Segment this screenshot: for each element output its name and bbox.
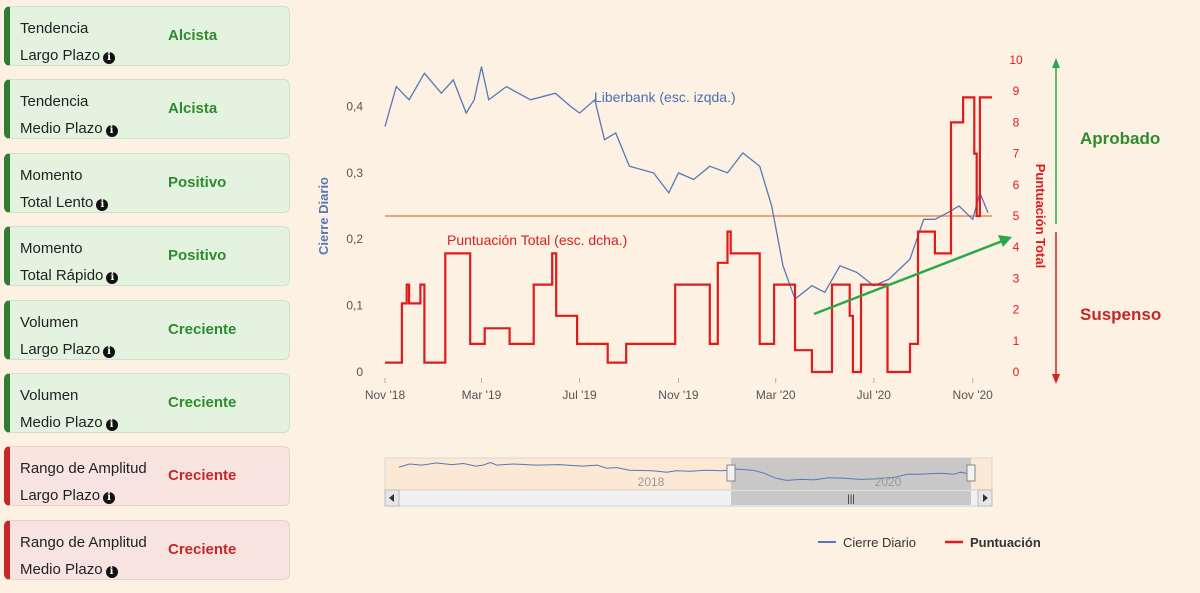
price-annotation: Liberbank (esc. izqda.) (594, 89, 736, 105)
x-tick-label: Mar '19 (462, 388, 502, 402)
failed-arrow-head (1052, 374, 1060, 384)
y-right-tick-label: 2 (1013, 303, 1020, 317)
indicator-label: Rango de Amplitud Medio Plazo i (20, 529, 170, 583)
indicator-label: Momento Total Lento i (20, 162, 170, 216)
indicator-label: Rango de Amplitud Largo Plazo i (20, 455, 170, 509)
approved-label: Aprobado (1080, 129, 1161, 148)
indicator-card: Volumen Medio Plazo i Creciente (4, 372, 290, 436)
score-annotation: Puntuación Total (esc. dcha.) (447, 232, 627, 248)
indicator-label-line1: Tendencia (20, 93, 89, 111)
indicator-label: Volumen Medio Plazo i (20, 382, 170, 436)
y-right-tick-label: 9 (1013, 84, 1020, 98)
legend-label-score: Puntuación (970, 535, 1041, 550)
indicator-value: Alcista (168, 27, 218, 44)
indicator-label: Volumen Largo Plazo i (20, 309, 170, 363)
indicator-label-line1: Volumen (20, 313, 79, 331)
indicator-value: Creciente (168, 320, 237, 338)
indicator-card: Momento Total Rápido i Positivo (4, 226, 290, 289)
y-right-tick-label: 1 (1013, 334, 1020, 348)
indicator-label-line2: Largo Plazo (20, 47, 101, 64)
indicator-label-line1: Tendencia (20, 20, 89, 37)
indicator-label: Tendencia Medio Plazo i (20, 88, 170, 142)
indicator-cards: Tendencia Largo Plazo i Alcista Tendencia Med… (4, 6, 290, 593)
legend-label-price: Cierre Diario (843, 535, 916, 550)
indicator-label-line1: Rango de Amplitud (20, 460, 147, 478)
y-left-axis-title: Cierre Diario (316, 177, 331, 255)
scroll-right-icon (983, 494, 988, 502)
failed-label: Suspenso (1080, 305, 1162, 324)
info-icon[interactable]: i (96, 198, 109, 211)
indicator-label-line2: Largo Plazo (20, 340, 101, 358)
indicator-label: Tendencia Largo Plazo i (20, 15, 170, 69)
navigator-label: 2018 (638, 475, 665, 489)
y-left-tick-label: 0 (356, 365, 363, 379)
y-right-tick-label: 8 (1013, 115, 1020, 129)
indicator-card: Volumen Largo Plazo i Creciente (4, 299, 290, 363)
y-right-axis-title: Puntuación Total (1033, 164, 1048, 268)
indicator-value: Alcista (168, 100, 218, 118)
y-right-tick-label: 7 (1013, 147, 1020, 161)
navigator-label: 2020 (875, 475, 902, 489)
indicator-card: Rango de Amplitud Largo Plazo i Creciente (4, 446, 290, 509)
y-right-tick-label: 6 (1013, 178, 1020, 192)
indicator-card: Momento Total Lento i Positivo (4, 152, 290, 216)
indicator-label-line1: Volumen (20, 386, 79, 404)
info-icon[interactable]: i (105, 125, 118, 138)
indicator-label: Momento Total Rápido i (20, 235, 170, 289)
y-right-tick-label: 10 (1009, 53, 1023, 67)
indicator-label-line1: Momento (20, 166, 83, 184)
y-left-tick-label: 0,4 (346, 99, 363, 113)
indicator-value: Creciente (168, 393, 237, 411)
indicator-label-line2: Total Lento (20, 193, 94, 211)
indicator-label-line2: Total Rápido (20, 267, 104, 285)
info-icon[interactable]: i (105, 565, 118, 578)
x-tick-label: Nov '18 (365, 388, 406, 402)
indicator-label-line2: Largo Plazo (20, 487, 101, 505)
navigator-handle[interactable] (966, 464, 976, 482)
indicator-value: Positivo (168, 247, 227, 265)
trend-arrow-head (998, 235, 1012, 247)
info-icon[interactable]: i (103, 492, 116, 505)
info-icon[interactable]: i (106, 272, 119, 285)
indicator-label-line1: Rango de Amplitud (20, 533, 147, 551)
indicator-label-line2: Medio Plazo (20, 413, 103, 431)
y-left-tick-label: 0,2 (346, 232, 363, 246)
series-line-0 (384, 66, 989, 301)
indicator-value: Creciente (168, 540, 237, 558)
navigator-handle[interactable] (726, 464, 736, 482)
trend-arrow (813, 238, 1006, 316)
approved-arrow-head (1052, 58, 1060, 68)
info-icon[interactable]: i (103, 345, 116, 358)
x-tick-label: Jul '20 (857, 388, 892, 402)
indicator-card: Rango de Amplitud Medio Plazo i Creciente (4, 519, 290, 583)
y-right-tick-label: 3 (1013, 271, 1020, 285)
scrollbar-thumb[interactable] (731, 491, 971, 505)
indicator-label-line1: Momento (20, 240, 83, 258)
indicator-card: Tendencia Medio Plazo i Alcista (4, 79, 290, 142)
indicator-card: Tendencia Largo Plazo i Alcista (4, 6, 290, 66)
indicator-value: Creciente (168, 467, 237, 485)
scrollbar-grip: ||| (847, 494, 855, 505)
y-left-tick-label: 0,3 (346, 166, 363, 180)
info-icon[interactable]: i (103, 52, 116, 64)
x-tick-label: Nov '20 (953, 388, 994, 402)
navigator-line (398, 461, 969, 481)
x-tick-label: Mar '20 (756, 388, 796, 402)
y-right-tick-label: 5 (1013, 209, 1020, 223)
y-left-tick-label: 0,1 (346, 299, 363, 313)
x-tick-label: Nov '19 (658, 388, 699, 402)
indicator-value: Positivo (168, 173, 227, 191)
indicator-label-line2: Medio Plazo (20, 560, 103, 578)
y-right-tick-label: 0 (1013, 365, 1020, 379)
info-icon[interactable]: i (105, 418, 118, 431)
scroll-left-icon (389, 494, 394, 502)
x-tick-label: Jul '19 (562, 388, 597, 402)
indicator-label-line2: Medio Plazo (20, 120, 103, 138)
series-line-1 (385, 96, 992, 374)
y-right-tick-label: 4 (1013, 240, 1020, 254)
